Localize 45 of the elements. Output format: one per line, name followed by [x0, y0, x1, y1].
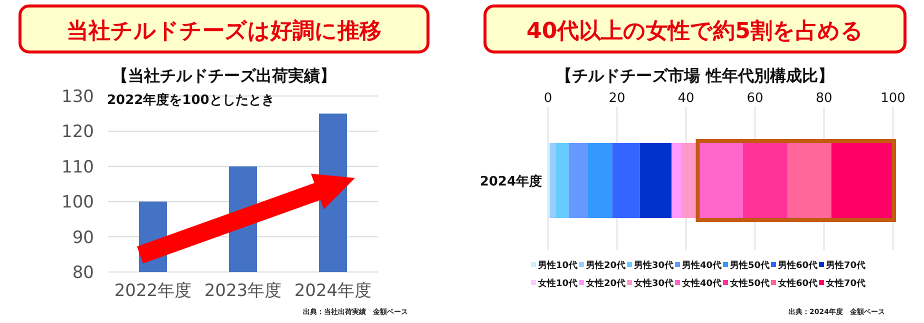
legend-label: 女性50代 — [729, 278, 770, 289]
bar — [831, 143, 892, 218]
x-tick-label: 80 — [816, 91, 832, 106]
bar — [612, 143, 640, 218]
x-tick-label: 40 — [678, 91, 694, 106]
y-tick-label: 110 — [62, 157, 94, 178]
legend-label: 男性20代 — [585, 260, 626, 271]
legend-label: 男性60代 — [777, 260, 818, 271]
x-tick-label: 2022年度 — [114, 281, 192, 301]
annotation: 2022年度を100としたとき — [107, 92, 274, 108]
legend-label: 女性60代 — [777, 278, 818, 289]
y-tick-label: 80 — [72, 263, 94, 283]
bar — [640, 143, 672, 218]
legend-label: 男性10代 — [537, 260, 578, 271]
legend-label: 男性30代 — [633, 260, 674, 271]
bar — [788, 143, 832, 218]
legend-label: 女性10代 — [537, 278, 578, 289]
x-tick-label: 0 — [544, 91, 552, 106]
y-tick-label: 100 — [62, 192, 94, 213]
chart-title: 当社チルドチーズは好調に推移 — [66, 18, 382, 44]
bar — [742, 143, 788, 218]
chart-title: 40代以上の女性で約5割を占める — [526, 19, 864, 44]
bar — [550, 143, 556, 218]
bar — [556, 143, 569, 218]
bar — [672, 143, 682, 218]
x-tick-label: 2023年度 — [204, 281, 282, 301]
legend-label: 男性40代 — [681, 260, 722, 271]
bar — [587, 143, 612, 218]
legend-label: 男性50代 — [729, 260, 770, 271]
bar — [568, 143, 588, 218]
legend-label: 女性40代 — [681, 278, 722, 289]
legend-label: 女性70代 — [825, 278, 866, 289]
legend-label: 女性30代 — [633, 278, 674, 289]
chart-subtitle: 【チルドチーズ市場 性年代別構成比】 — [556, 66, 834, 85]
x-tick-label: 60 — [746, 91, 764, 106]
legend-label: 女性20代 — [585, 278, 626, 289]
x-tick-label: 2024年度 — [294, 281, 372, 301]
chart-subtitle: 【当社チルドチーズ出荷実績】 — [112, 66, 336, 85]
y-tick-label: 90 — [72, 228, 94, 248]
x-tick-label: 100 — [880, 91, 906, 106]
legend-label: 男性70代 — [825, 260, 866, 271]
y-tick-label: 120 — [62, 122, 94, 142]
y-tick-label: 130 — [62, 87, 94, 107]
x-tick-label: 20 — [608, 91, 626, 106]
bar — [698, 143, 743, 218]
